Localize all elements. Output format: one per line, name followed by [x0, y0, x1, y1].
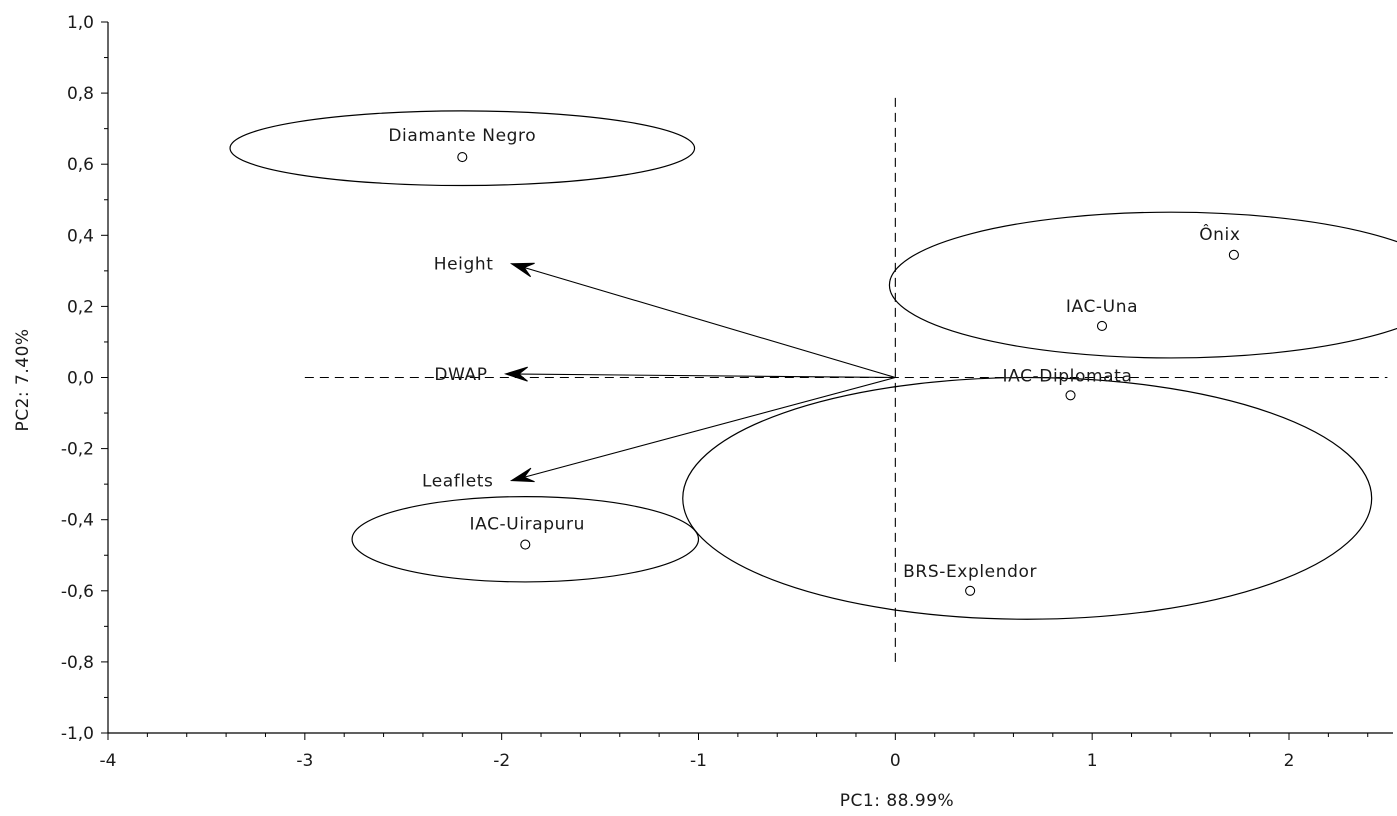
loading-arrowhead [509, 467, 535, 483]
data-point [965, 585, 976, 596]
y-tick-label: 0,2 [67, 297, 94, 317]
y-tick-label: 0,8 [67, 84, 94, 104]
y-tick-label: 0,0 [67, 369, 94, 389]
loading-label: DWAP [434, 365, 487, 385]
x-tick-label: 1 [1087, 751, 1098, 771]
loading-vectors: Height DWAP Leaflets [422, 255, 896, 492]
loading-vector [505, 373, 896, 379]
point-label: IAC-Uirapuru [470, 515, 585, 535]
x-tick-label: 2 [1284, 751, 1295, 771]
loading-arrowhead [509, 262, 535, 278]
y-tick-label: -0,6 [61, 582, 94, 602]
x-tick-label: -3 [296, 751, 313, 771]
data-point [520, 539, 531, 550]
x-tick-label: -2 [493, 751, 510, 771]
point-label: IAC-Diplomata [1003, 366, 1133, 386]
data-point [1065, 390, 1076, 401]
data-point [457, 152, 468, 163]
x-tick-label: 0 [890, 751, 901, 771]
loading-vector [511, 263, 896, 379]
data-point [1096, 320, 1108, 332]
x-tick-label: -4 [100, 751, 117, 771]
point-label: IAC-Una [1066, 297, 1138, 317]
loading-arrowhead [503, 366, 528, 382]
cluster-ellipse [888, 211, 1397, 359]
y-tick-label: -0,8 [61, 653, 94, 673]
point-label: Diamante Negro [388, 126, 536, 146]
point-label: BRS-Explendor [903, 562, 1037, 582]
data-point [1228, 249, 1239, 260]
y-axis-title: PC2: 7.40% [13, 328, 33, 431]
y-tick-label: -0,4 [61, 511, 94, 531]
group-ellipses [229, 110, 1397, 620]
loading-vector [511, 376, 896, 482]
loading-label: Height [434, 255, 494, 275]
cluster-ellipse [351, 495, 700, 583]
data-points: Diamante Negro Ônix IAC-Una IAC-Diplomata IA… [388, 126, 1240, 596]
y-tick-label: -1,0 [61, 724, 94, 744]
cluster-ellipse [229, 110, 696, 187]
loading-label: Leaflets [422, 472, 494, 492]
point-label: Ônix [1199, 223, 1240, 245]
y-tick-label: 0,6 [67, 155, 94, 175]
y-tick-label: 0,4 [67, 226, 94, 246]
y-tick-label: -0,2 [61, 440, 94, 460]
x-axis-title: PC1: 88.99% [840, 791, 954, 811]
axes: -4 -3 -2 -1 0 1 2 -1,0 -0,8 -0,6 -0,4 -0,2 0,0 0,2 0,4… [61, 13, 1393, 771]
cluster-ellipse [682, 376, 1373, 620]
x-tick-label: -1 [690, 751, 707, 771]
y-tick-label: 1,0 [67, 13, 94, 33]
